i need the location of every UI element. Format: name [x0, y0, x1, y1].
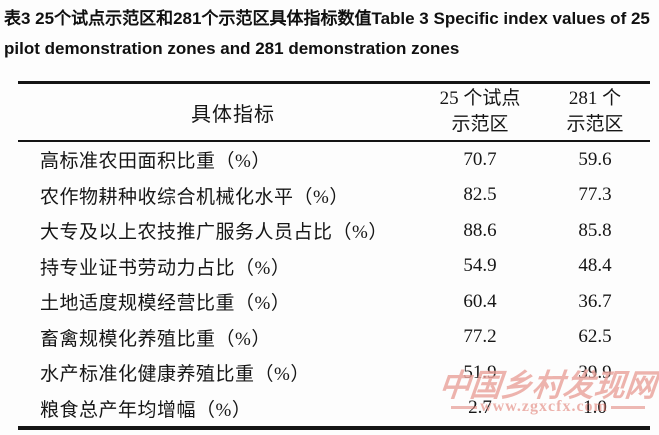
header-pilot-zones: 25 个试点 示范区	[420, 86, 540, 138]
row-pilot-value: 82.5	[463, 184, 497, 206]
table-row: 粮食总产年均增幅（%） 2.7 1.0	[18, 391, 650, 427]
row-demo-value: 36.7	[578, 290, 612, 312]
table-row: 农作物耕种收综合机械化水平（%） 82.5 77.3	[18, 178, 650, 214]
row-pilot-value: 77.2	[463, 326, 497, 348]
row-label: 水产标准化健康养殖比重（%）	[40, 364, 310, 386]
table-caption: 表3 25个试点示范区和281个示范区具体指标数值Table 3 Specifi…	[4, 9, 650, 58]
row-demo-value: 77.3	[578, 184, 612, 206]
row-pilot-value: 2.7	[468, 397, 492, 419]
table-body: 高标准农田面积比重（%） 70.7 59.6 农作物耕种收综合机械化水平（%） …	[18, 142, 650, 426]
row-label: 持专业证书劳动力占比（%）	[40, 257, 291, 279]
row-pilot-value: 54.9	[463, 255, 497, 277]
data-table: 具体指标 25 个试点 示范区 281 个 示范区 高标准农田面积比重（%） 7…	[18, 81, 650, 430]
row-label: 高标准农田面积比重（%）	[40, 151, 271, 173]
table-row: 土地适度规模经营比重（%） 60.4 36.7	[18, 284, 650, 320]
row-label: 大专及以上农技推广服务人员占比（%）	[40, 222, 388, 244]
row-demo-value: 1.0	[583, 397, 607, 419]
table-row: 持专业证书劳动力占比（%） 54.9 48.4	[18, 249, 650, 285]
table-row: 水产标准化健康养殖比重（%） 51.9 39.9	[18, 355, 650, 391]
row-label: 土地适度规模经营比重（%）	[40, 293, 291, 315]
header-pilot-line1: 25 个试点	[439, 88, 521, 109]
table-header-row: 具体指标 25 个试点 示范区 281 个 示范区	[18, 84, 650, 142]
row-demo-value: 59.6	[578, 148, 612, 170]
row-demo-value: 62.5	[578, 326, 612, 348]
row-label: 农作物耕种收综合机械化水平（%）	[40, 186, 349, 208]
row-demo-value: 39.9	[578, 361, 612, 383]
header-indicator: 具体指标	[191, 103, 275, 126]
header-demo-line1: 281 个	[568, 88, 622, 109]
header-pilot-line2: 示范区	[451, 114, 509, 135]
row-label: 畜禽规模化养殖比重（%）	[40, 328, 271, 350]
row-demo-value: 85.8	[578, 219, 612, 241]
table-row: 高标准农田面积比重（%） 70.7 59.6	[18, 142, 650, 178]
table-row: 畜禽规模化养殖比重（%） 77.2 62.5	[18, 320, 650, 356]
row-label: 粮食总产年均增幅（%）	[40, 399, 252, 421]
row-pilot-value: 70.7	[463, 148, 497, 170]
row-pilot-value: 60.4	[463, 290, 497, 312]
header-demo-zones: 281 个 示范区	[540, 86, 650, 138]
table-row: 大专及以上农技推广服务人员占比（%） 88.6 85.8	[18, 213, 650, 249]
row-pilot-value: 88.6	[463, 219, 497, 241]
row-demo-value: 48.4	[578, 255, 612, 277]
header-demo-line2: 示范区	[566, 114, 624, 135]
row-pilot-value: 51.9	[463, 361, 497, 383]
